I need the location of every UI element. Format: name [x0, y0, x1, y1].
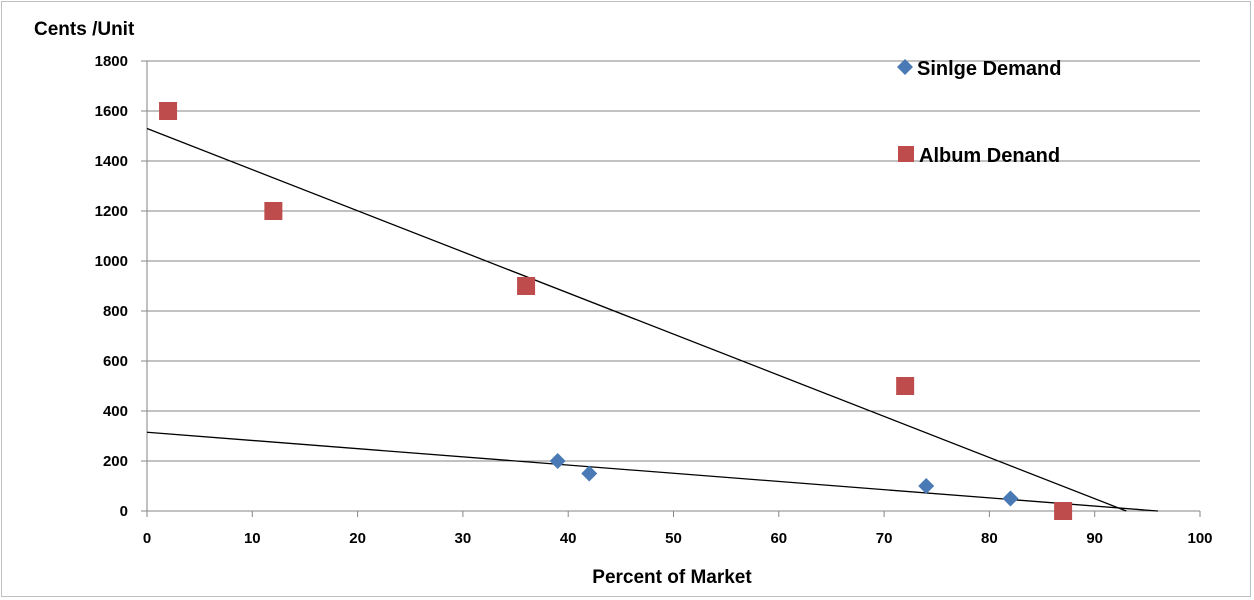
y-tick-label: 1800 — [95, 53, 128, 70]
x-tick-label: 60 — [770, 530, 787, 547]
y-tick-label: 400 — [103, 403, 128, 420]
x-tick-label: 50 — [665, 530, 682, 547]
x-tick-label: 10 — [244, 530, 261, 547]
y-axis-title: Cents /Unit — [34, 19, 135, 40]
point-single-demand — [918, 478, 935, 494]
trendline-series-1 — [146, 127, 1127, 512]
y-tick-label: 600 — [103, 353, 128, 370]
legend: Sinlge Demand Album Denand — [897, 58, 1061, 167]
point-album-demand — [1054, 502, 1073, 520]
y-tick-label: 200 — [103, 453, 128, 470]
point-album-demand — [264, 202, 283, 220]
legend-label-single: Sinlge Demand — [917, 58, 1061, 80]
trendlines — [146, 127, 1158, 512]
y-tick-label: 1600 — [95, 103, 128, 120]
point-single-demand — [549, 453, 566, 469]
x-tick-label: 40 — [560, 530, 577, 547]
y-tick-label: 1400 — [95, 153, 128, 170]
x-tick-label: 20 — [349, 530, 366, 547]
trendline-series-0 — [146, 431, 1158, 512]
legend-square-marker — [898, 146, 914, 162]
point-album-demand — [896, 377, 915, 395]
x-axis-title: Percent of Market — [592, 567, 752, 588]
point-album-demand — [159, 102, 178, 120]
x-tick-label: 90 — [1086, 530, 1103, 547]
legend-item-album: Album Denand — [898, 145, 1060, 167]
legend-label-album: Album Denand — [919, 145, 1060, 167]
x-tick-label: 70 — [876, 530, 893, 547]
y-tick-label: 1000 — [95, 253, 128, 270]
y-tick-labels: 0 200 400 600 800 1000 1200 1400 1600 1800 — [95, 53, 128, 520]
point-album-demand — [517, 277, 536, 295]
legend-item-single: Sinlge Demand — [897, 58, 1061, 80]
data-points — [159, 102, 1073, 520]
point-single-demand — [1002, 490, 1019, 507]
y-tick-label: 1200 — [95, 203, 128, 220]
legend-diamond-marker — [897, 59, 913, 75]
y-tick-label: 0 — [120, 503, 128, 520]
x-tick-labels: 0 10 20 30 40 50 60 70 80 90 100 — [143, 530, 1213, 547]
gridlines — [147, 60, 1200, 462]
x-tick-label: 0 — [143, 530, 151, 547]
y-tick-label: 800 — [103, 303, 128, 320]
axes — [141, 60, 1201, 517]
x-tick-label: 80 — [981, 530, 998, 547]
x-tick-label: 100 — [1187, 530, 1212, 547]
point-single-demand — [581, 465, 598, 482]
x-tick-label: 30 — [455, 530, 472, 547]
